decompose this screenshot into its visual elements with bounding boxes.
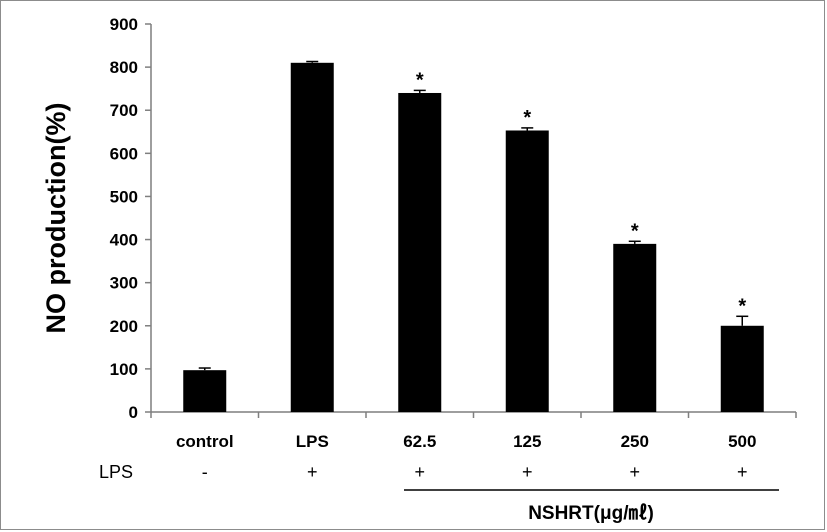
category-label: 62.5 [403,432,436,451]
y-tick-label: 400 [110,231,138,250]
category-labels: control LPS 62.5 125 250 500 [176,432,756,451]
error-bars [198,60,749,371]
y-tick-label: 700 [110,101,138,120]
significance-star: * [416,69,424,91]
bar [183,370,227,412]
treatment-sign: - [202,462,208,482]
y-tick-label: 900 [110,15,138,34]
bar [505,130,549,413]
treatment-sign: + [414,462,425,482]
category-label: 500 [728,432,756,451]
significance-star: * [523,107,531,129]
bar [613,243,657,412]
treatment-signs: - + + + + + [202,462,748,482]
y-axis-ticks: 0 100 200 300 400 500 600 700 800 900 [110,15,151,422]
x-axis-ticks [150,412,797,418]
category-label: 250 [621,432,649,451]
group-label: NSHRT(μg/㎖) [528,502,654,524]
bar [720,325,764,412]
y-tick-label: 100 [110,360,138,379]
y-tick-label: 0 [129,403,138,422]
y-tick-label: 800 [110,58,138,77]
bar [290,62,334,413]
bar [398,92,442,412]
treatment-sign: + [737,462,748,482]
category-label: LPS [296,432,329,451]
y-tick-label: 600 [110,144,138,163]
treatment-row-label: LPS [99,462,133,482]
significance-star: * [631,220,639,242]
category-label: 125 [513,432,541,451]
significance-markers: * * * * [416,69,747,317]
category-label: control [176,432,234,451]
y-axis-label: NO production(%) [41,103,71,334]
significance-star: * [738,295,746,317]
bars [183,62,764,413]
y-tick-label: 300 [110,274,138,293]
treatment-sign: + [522,462,533,482]
y-tick-label: 200 [110,317,138,336]
y-tick-label: 500 [110,187,138,206]
treatment-sign: + [629,462,640,482]
treatment-sign: + [307,462,318,482]
